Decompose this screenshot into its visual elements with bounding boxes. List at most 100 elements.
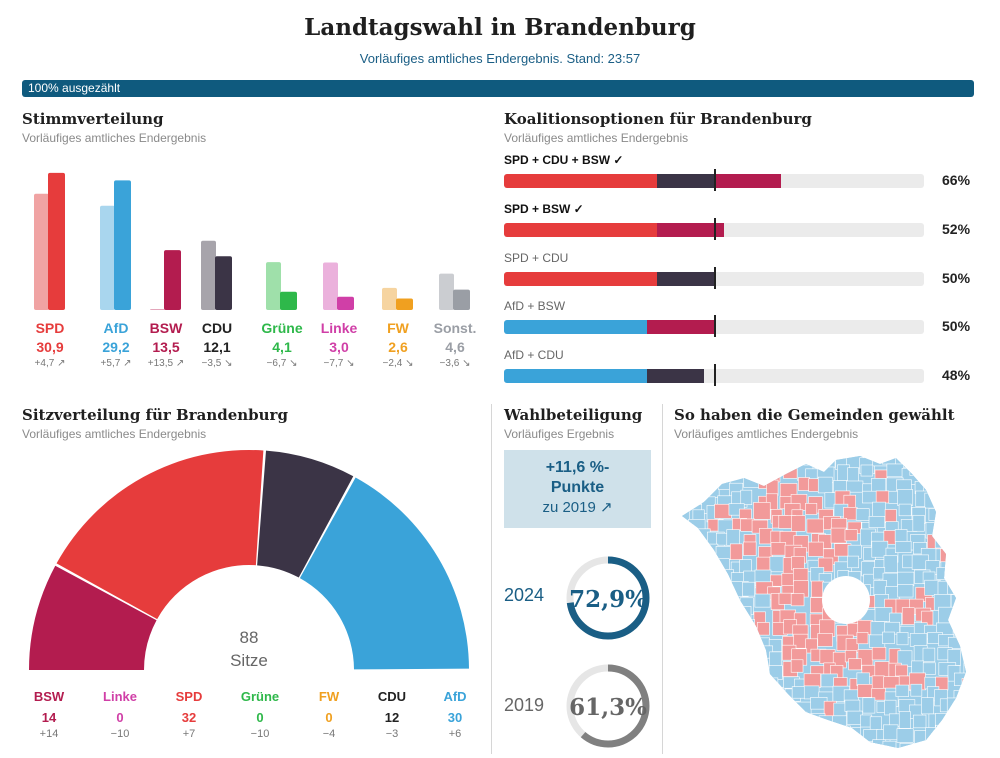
municipality-cell	[702, 560, 719, 573]
municipality-cell	[965, 464, 966, 482]
vote-label-bsw: BSW 13,5 +13,5 ↗	[138, 320, 194, 369]
municipality-cell	[967, 687, 981, 699]
municipality-cell	[768, 665, 783, 680]
municipality-cell	[817, 633, 833, 647]
municipality-cell	[909, 464, 927, 476]
municipality-cell	[883, 724, 899, 741]
seat-party-name: FW	[318, 689, 340, 704]
municipality-cell	[744, 717, 757, 734]
vote-label-afd: AfD 29,2 +5,7 ↗	[88, 320, 144, 369]
municipality-cell	[868, 516, 886, 528]
municipality-cell	[700, 738, 718, 748]
municipality-cell	[705, 483, 720, 498]
seat-diff: −10	[250, 728, 270, 740]
coalition-segment-afd	[504, 320, 648, 334]
municipality-cell	[692, 594, 710, 607]
municipality-cell	[701, 651, 714, 668]
municipality-cell	[718, 607, 734, 624]
municipality-cell	[896, 728, 914, 743]
majority-line	[714, 364, 716, 386]
municipality-cell	[857, 684, 873, 698]
turnout-change-unit: Punkte	[550, 479, 605, 496]
vote-party-name: AfD	[103, 320, 129, 336]
municipality-cell	[682, 672, 694, 688]
municipality-cell	[902, 456, 918, 468]
majority-line	[714, 169, 716, 191]
municipality-cell	[689, 737, 707, 748]
municipality-cell	[726, 645, 745, 663]
municipality-cell	[939, 504, 955, 521]
municipality-cell	[976, 467, 984, 482]
municipality-cell	[740, 633, 759, 650]
municipality-cell	[806, 518, 824, 534]
vote-diff: −6,7 ↘	[266, 358, 298, 369]
municipality-cell	[770, 542, 787, 556]
municipality-cell	[976, 663, 984, 675]
municipality-cell	[819, 649, 836, 664]
municipality-cell	[702, 543, 719, 557]
divider	[491, 404, 492, 754]
municipality-cell	[732, 685, 749, 702]
seat-diff: +14	[39, 728, 59, 740]
municipality-cell	[766, 456, 779, 471]
municipality-cell	[975, 545, 984, 559]
municipality-cell	[765, 465, 781, 483]
vote-label-cdu: CDU 12,1 −3,5 ↘	[189, 320, 245, 369]
municipality-cell	[792, 727, 807, 744]
coalition-segment-cdu	[656, 174, 714, 188]
municipality-cell	[963, 661, 966, 674]
municipality-cell	[806, 727, 819, 744]
votes-title: Stimmverteilung	[22, 110, 164, 128]
municipality-cell	[964, 554, 966, 571]
municipality-cell	[691, 456, 710, 468]
municipality-cell	[753, 456, 768, 470]
coalition-row: SPD + CDU 50%	[504, 251, 974, 291]
coalition-percent: 50%	[942, 318, 971, 334]
vote-label-gruene: Grüne 4,1 −6,7 ↘	[254, 320, 310, 369]
municipality-cell	[860, 464, 874, 477]
municipality-cell	[795, 701, 812, 716]
municipality-cell	[980, 480, 984, 497]
seats-title: Sitzverteilung für Brandenburg	[22, 406, 288, 424]
vote-bar-2024-cdu	[215, 256, 232, 310]
municipality-cell	[703, 729, 721, 744]
seat-diff: −3	[385, 728, 399, 740]
municipality-cell	[856, 632, 869, 645]
seat-count: 0	[116, 710, 124, 725]
municipality-cell	[924, 492, 941, 509]
municipality-cell	[717, 593, 731, 608]
vote-value: 13,5	[152, 339, 180, 355]
municipality-cell	[961, 504, 966, 520]
municipality-cell	[844, 529, 858, 542]
municipality-cell	[961, 741, 966, 748]
municipality-cell	[729, 543, 743, 560]
divider	[662, 404, 663, 754]
municipality-cell	[922, 647, 936, 663]
coalition-label: AfD + BSW	[504, 299, 566, 313]
turnout-change-ref: zu 2019 ↗	[542, 499, 613, 516]
municipality-cell	[898, 711, 911, 729]
municipality-cell	[977, 634, 984, 648]
coalition-segment-cdu	[656, 272, 714, 286]
municipality-cell	[963, 700, 966, 717]
municipality-cell	[855, 508, 870, 521]
municipality-cell	[882, 456, 896, 465]
municipality-cell	[688, 620, 701, 636]
municipality-cell	[886, 463, 904, 478]
seat-total-number: 88	[239, 628, 259, 647]
municipality-cell	[966, 582, 980, 596]
municipality-cell	[811, 580, 824, 598]
seat-legend-fw: FW 0 −4	[299, 689, 359, 740]
coalition-segment-afd	[504, 369, 648, 383]
municipality-cell	[712, 466, 731, 484]
municipality-cell	[954, 555, 966, 573]
municipality-cell	[846, 480, 864, 493]
municipality-cell	[791, 556, 805, 571]
municipality-cell	[706, 619, 721, 632]
municipality-cell	[682, 716, 690, 730]
municipality-cell	[701, 690, 714, 705]
municipality-cell	[754, 726, 772, 743]
turnout-year-2019: 2019	[504, 695, 545, 715]
municipality-cell	[687, 726, 705, 739]
municipality-cell	[687, 561, 703, 580]
